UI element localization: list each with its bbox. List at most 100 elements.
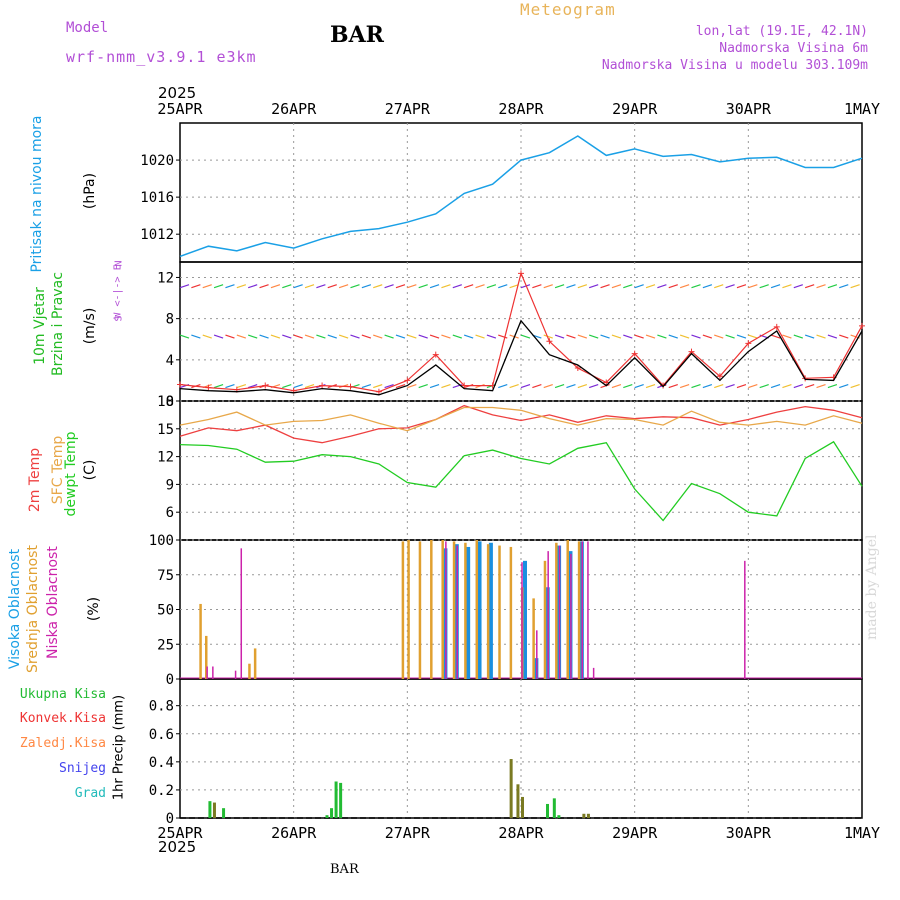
precip-convective-bar — [582, 813, 586, 818]
wind-barb — [350, 284, 360, 289]
precip-ytick-label: 0.4 — [149, 755, 174, 771]
wind-barb — [691, 384, 701, 389]
wind-barb — [770, 384, 781, 389]
wind-barb — [611, 334, 622, 339]
precip-convective-bar — [212, 802, 216, 818]
wind-barb — [668, 284, 678, 289]
wind-barb — [498, 384, 508, 389]
temperature-ytick-label: 15 — [157, 422, 174, 438]
wind-barb — [839, 284, 849, 289]
wind-barb — [270, 334, 281, 339]
wind-gust-marker — [347, 383, 354, 390]
wind-barb — [736, 284, 747, 289]
cloud-low-bar — [240, 548, 243, 679]
wind-barb — [373, 384, 383, 389]
wind-barb — [520, 284, 531, 289]
wind-barb — [441, 284, 451, 289]
wind-barb — [236, 284, 247, 289]
cloud-low-bar — [445, 541, 447, 679]
precip-total-bar — [325, 815, 329, 818]
year-top: 2025 — [158, 84, 197, 102]
wind-barb — [748, 284, 758, 289]
wind-barb — [202, 284, 212, 289]
wind-barb — [577, 284, 588, 289]
temperature-ytick-label: 12 — [157, 450, 174, 466]
wind-barb — [702, 334, 713, 339]
cloud-mid-bar — [543, 560, 547, 679]
wind-gust-marker — [745, 340, 752, 347]
wind-barb — [827, 384, 838, 389]
wind-barb — [248, 284, 258, 289]
xtick-label-top: 1MAY — [844, 100, 880, 118]
precip-total-bar — [208, 801, 212, 818]
station-elevation: Nadmorska Visina 6m — [719, 41, 868, 56]
wind-barb — [589, 284, 599, 289]
wind-barb — [373, 284, 383, 289]
wind-barb — [338, 334, 349, 339]
wind-barb — [532, 384, 542, 389]
wind-barb — [475, 334, 485, 339]
wind-barb — [827, 284, 838, 289]
wind-barb — [634, 284, 644, 289]
wind-barb — [520, 384, 531, 389]
xtick-label-bottom: 1MAY — [844, 824, 880, 842]
wind-barb — [600, 384, 610, 389]
wind-barb — [429, 384, 440, 389]
temperature-frame — [179, 400, 863, 541]
wind-barb — [816, 284, 826, 289]
wind-barb — [248, 384, 258, 389]
wind-barb — [657, 284, 667, 289]
wind-barb — [725, 334, 735, 339]
wind-barb — [566, 384, 576, 389]
year-bottom: 2025 — [158, 838, 197, 856]
precip-ytick-label: 0.6 — [149, 727, 174, 743]
wind-barb — [804, 284, 815, 289]
wind-barb — [202, 334, 212, 339]
model-name: wrf-nmm_v3.9.1 e3km — [66, 48, 257, 66]
wind-barb — [679, 334, 690, 339]
wind-barb — [350, 334, 360, 339]
wind-gust-marker — [262, 382, 269, 389]
wind-barb — [361, 334, 372, 339]
wind-barb — [429, 334, 440, 339]
temperature-ytick-label: 6 — [166, 505, 174, 521]
xtick-label-bottom: 29APR — [612, 824, 658, 842]
station-lonlat: lon,lat (19.1E, 42.1N) — [695, 24, 868, 39]
wind-barb — [839, 384, 849, 389]
wind-barb — [645, 384, 656, 389]
wind-barb — [850, 384, 860, 389]
wind-gust-marker — [404, 377, 411, 384]
wind-barb — [827, 334, 838, 339]
wind-barb — [566, 334, 576, 339]
precip-ytick-label: 0.2 — [149, 783, 174, 799]
cloud-mid-bar — [555, 542, 558, 679]
precip-total-bar — [339, 782, 343, 818]
wind-barb — [770, 284, 781, 289]
cloud-ytick-label: 25 — [157, 637, 174, 653]
wind-barb — [577, 334, 588, 339]
wind-barb — [714, 334, 724, 339]
wind-barb — [236, 334, 247, 339]
xtick-label-top: 25APR — [157, 100, 203, 118]
pressure-ytick-label: 1020 — [140, 153, 174, 169]
wind-gust-marker — [631, 350, 638, 357]
wind-barb — [543, 284, 553, 289]
xtick-label-bottom: 27APR — [385, 824, 431, 842]
wind-barb — [179, 284, 190, 289]
wind-ytick-label: 0 — [166, 394, 174, 410]
wind-barb — [418, 384, 428, 389]
cloud-mid-bar — [577, 541, 581, 679]
wind-barb — [463, 334, 474, 339]
wind-barb — [304, 284, 315, 289]
temperature-ytick-label: 9 — [166, 477, 174, 493]
wind-gust-marker — [716, 373, 723, 380]
wind-barb — [304, 334, 315, 339]
wind-barb — [702, 384, 713, 389]
wind-gust-line — [179, 271, 863, 393]
wind-barb — [236, 384, 247, 389]
wind-barb — [282, 384, 292, 389]
wind-gust-marker — [773, 323, 780, 330]
cloud-low-bar — [536, 630, 538, 679]
wind-barb — [463, 284, 474, 289]
wind-barb — [270, 284, 281, 289]
